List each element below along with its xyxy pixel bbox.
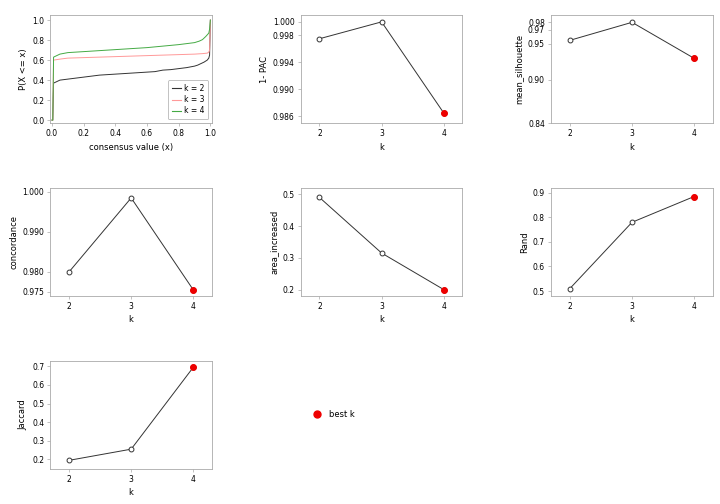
Y-axis label: P(X <= x): P(X <= x) [19,48,28,90]
X-axis label: k: k [629,143,634,152]
Y-axis label: concordance: concordance [9,215,18,269]
X-axis label: k: k [629,316,634,325]
X-axis label: k: k [379,316,384,325]
Y-axis label: mean_silhouette: mean_silhouette [515,34,524,104]
X-axis label: k: k [129,316,134,325]
Legend: best k: best k [305,407,359,422]
X-axis label: k: k [379,143,384,152]
Y-axis label: 1- PAC: 1- PAC [259,55,269,83]
X-axis label: k: k [129,488,134,497]
Y-axis label: Jaccard: Jaccard [19,399,28,430]
Y-axis label: Rand: Rand [520,231,528,253]
Legend: k = 2, k = 3, k = 4: k = 2, k = 3, k = 4 [168,80,208,119]
X-axis label: consensus value (x): consensus value (x) [89,143,174,152]
Y-axis label: area_increased: area_increased [269,210,278,274]
